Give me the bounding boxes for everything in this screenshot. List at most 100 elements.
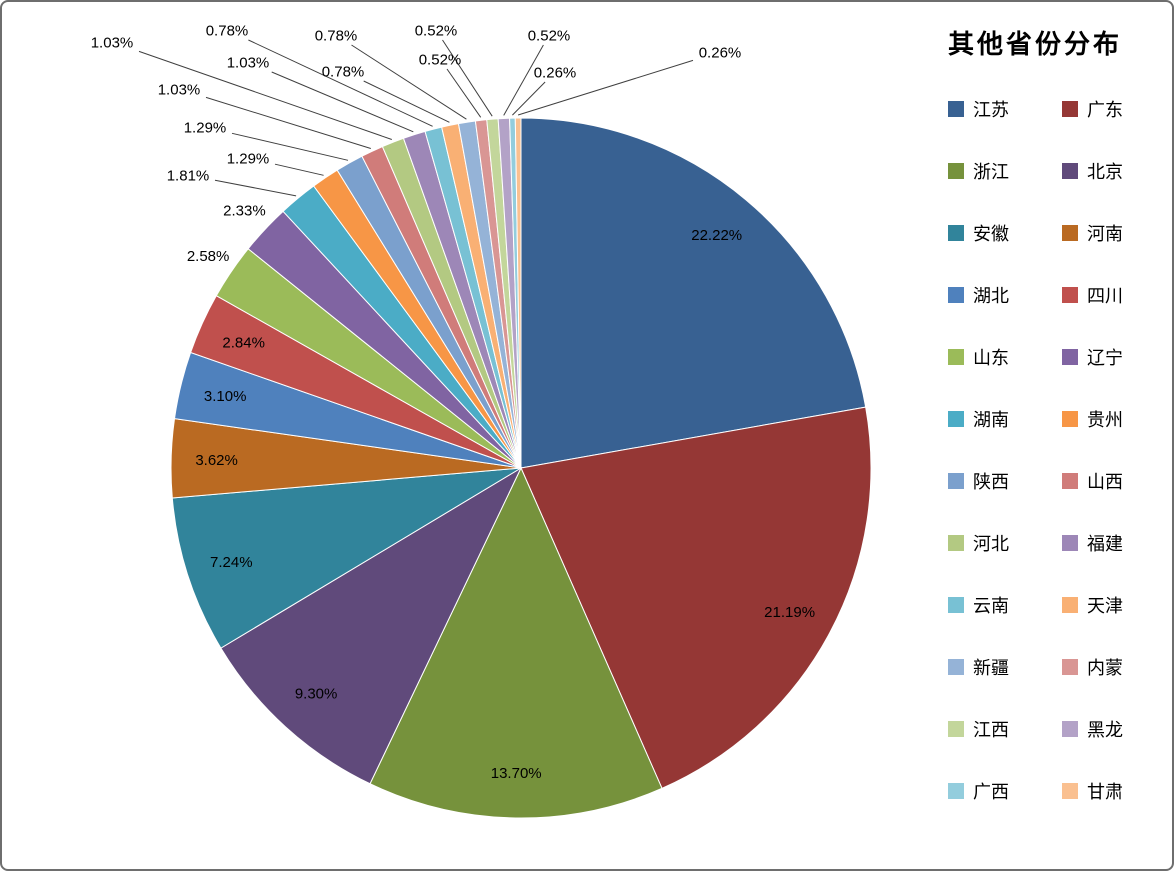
legend-swatch bbox=[948, 659, 964, 675]
slice-percentage-label: 1.03% bbox=[158, 81, 201, 98]
legend-label: 福建 bbox=[1087, 534, 1123, 554]
leader-line bbox=[205, 96, 371, 149]
legend-item: 新疆 bbox=[948, 654, 1062, 680]
slice-percentage-label: 0.52% bbox=[415, 22, 458, 39]
legend-item: 山西 bbox=[1062, 468, 1172, 494]
legend-label: 广西 bbox=[973, 782, 1009, 802]
slice-percentage-label: 22.22% bbox=[691, 227, 742, 244]
leader-line bbox=[512, 81, 546, 116]
pie-slice bbox=[171, 467, 522, 649]
legend-swatch bbox=[1062, 349, 1078, 365]
slice-percentage-label: 0.26% bbox=[534, 64, 577, 81]
legend-swatch bbox=[948, 225, 964, 241]
legend-item: 辽宁 bbox=[1062, 344, 1172, 370]
legend-swatch bbox=[1062, 473, 1078, 489]
legend-label: 甘肃 bbox=[1087, 782, 1123, 802]
legend-item: 河北 bbox=[948, 530, 1062, 556]
legend-label: 安徽 bbox=[973, 224, 1009, 244]
legend-swatch bbox=[948, 721, 964, 737]
slice-percentage-label: 1.03% bbox=[91, 34, 134, 51]
legend-swatch bbox=[1062, 535, 1078, 551]
legend-swatch bbox=[1062, 721, 1078, 737]
legend-swatch bbox=[1062, 101, 1078, 117]
legend-swatch bbox=[948, 597, 964, 613]
leader-line bbox=[214, 179, 297, 197]
slice-percentage-label: 3.10% bbox=[204, 388, 247, 405]
chart-title: 其他省份分布 bbox=[948, 30, 1123, 59]
pie-slice bbox=[514, 117, 522, 469]
leader-line bbox=[248, 39, 433, 127]
legend-item: 湖南 bbox=[948, 406, 1062, 432]
slice-percentage-label: 1.03% bbox=[227, 54, 270, 71]
legend-label: 四川 bbox=[1087, 286, 1123, 306]
legend-label: 辽宁 bbox=[1087, 348, 1123, 368]
legend-item: 四川 bbox=[1062, 282, 1172, 308]
legend-swatch bbox=[1062, 287, 1078, 303]
legend-item: 云南 bbox=[948, 592, 1062, 618]
legend-item: 江苏 bbox=[948, 96, 1062, 122]
leader-line bbox=[351, 44, 467, 120]
slice-percentage-label: 0.78% bbox=[315, 27, 358, 44]
slice-percentage-label: 7.24% bbox=[210, 554, 253, 571]
legend-item: 河南 bbox=[1062, 220, 1172, 246]
legend-label: 黑龙 bbox=[1087, 720, 1123, 740]
leader-line bbox=[274, 163, 324, 176]
legend-swatch bbox=[948, 411, 964, 427]
legend: 江苏 广东浙江 北京安徽 河南湖北 四川山东 辽宁湖南 贵州陕西 山西河北 福建云南 天津新疆 内蒙… bbox=[948, 78, 1172, 822]
legend-swatch bbox=[948, 349, 964, 365]
legend-swatch bbox=[948, 287, 964, 303]
leader-line bbox=[503, 44, 544, 116]
pie-slice bbox=[369, 466, 663, 819]
slice-percentage-label: 0.52% bbox=[528, 27, 571, 44]
legend-label: 山西 bbox=[1087, 472, 1123, 492]
legend-label: 江西 bbox=[973, 720, 1009, 740]
legend-item: 黑龙 bbox=[1062, 716, 1172, 742]
legend-item: 江西 bbox=[948, 716, 1062, 742]
legend-label: 湖南 bbox=[973, 410, 1009, 430]
legend-label: 贵州 bbox=[1087, 410, 1123, 430]
pie-slice bbox=[520, 406, 872, 790]
legend-label: 北京 bbox=[1087, 162, 1123, 182]
legend-item: 陕西 bbox=[948, 468, 1062, 494]
legend-item: 甘肃 bbox=[1062, 778, 1172, 804]
legend-swatch bbox=[948, 101, 964, 117]
legend-item: 广东 bbox=[1062, 96, 1172, 122]
legend-label: 天津 bbox=[1087, 596, 1123, 616]
legend-item: 天津 bbox=[1062, 592, 1172, 618]
slice-percentage-label: 21.19% bbox=[764, 604, 815, 621]
slice-percentage-label: 0.26% bbox=[699, 44, 742, 61]
legend-swatch bbox=[948, 535, 964, 551]
legend-item: 福建 bbox=[1062, 530, 1172, 556]
legend-label: 湖北 bbox=[973, 286, 1009, 306]
slice-percentage-label: 1.81% bbox=[167, 167, 210, 184]
legend-swatch bbox=[1062, 659, 1078, 675]
legend-swatch bbox=[948, 783, 964, 799]
legend-label: 河南 bbox=[1087, 224, 1123, 244]
legend-swatch bbox=[948, 163, 964, 179]
legend-label: 云南 bbox=[973, 596, 1009, 616]
pie-slice bbox=[220, 466, 523, 785]
slice-percentage-label: 1.29% bbox=[184, 119, 227, 136]
leader-line bbox=[363, 80, 450, 123]
leader-line bbox=[517, 59, 694, 116]
legend-item: 浙江 bbox=[948, 158, 1062, 184]
slice-percentage-label: 9.30% bbox=[295, 685, 338, 702]
legend-item: 内蒙 bbox=[1062, 654, 1172, 680]
legend-item: 广西 bbox=[948, 778, 1062, 804]
slice-percentage-label: 13.70% bbox=[491, 765, 542, 782]
legend-label: 江苏 bbox=[973, 100, 1009, 120]
legend-swatch bbox=[1062, 225, 1078, 241]
legend-label: 山东 bbox=[973, 348, 1009, 368]
pie-slice bbox=[520, 117, 867, 469]
legend-label: 浙江 bbox=[973, 162, 1009, 182]
leader-line bbox=[446, 68, 482, 118]
legend-label: 新疆 bbox=[973, 658, 1009, 678]
legend-item: 安徽 bbox=[948, 220, 1062, 246]
legend-item: 北京 bbox=[1062, 158, 1172, 184]
legend-swatch bbox=[1062, 163, 1078, 179]
slice-percentage-label: 0.52% bbox=[419, 51, 462, 68]
slice-percentage-label: 2.58% bbox=[187, 248, 230, 265]
legend-label: 河北 bbox=[973, 534, 1009, 554]
